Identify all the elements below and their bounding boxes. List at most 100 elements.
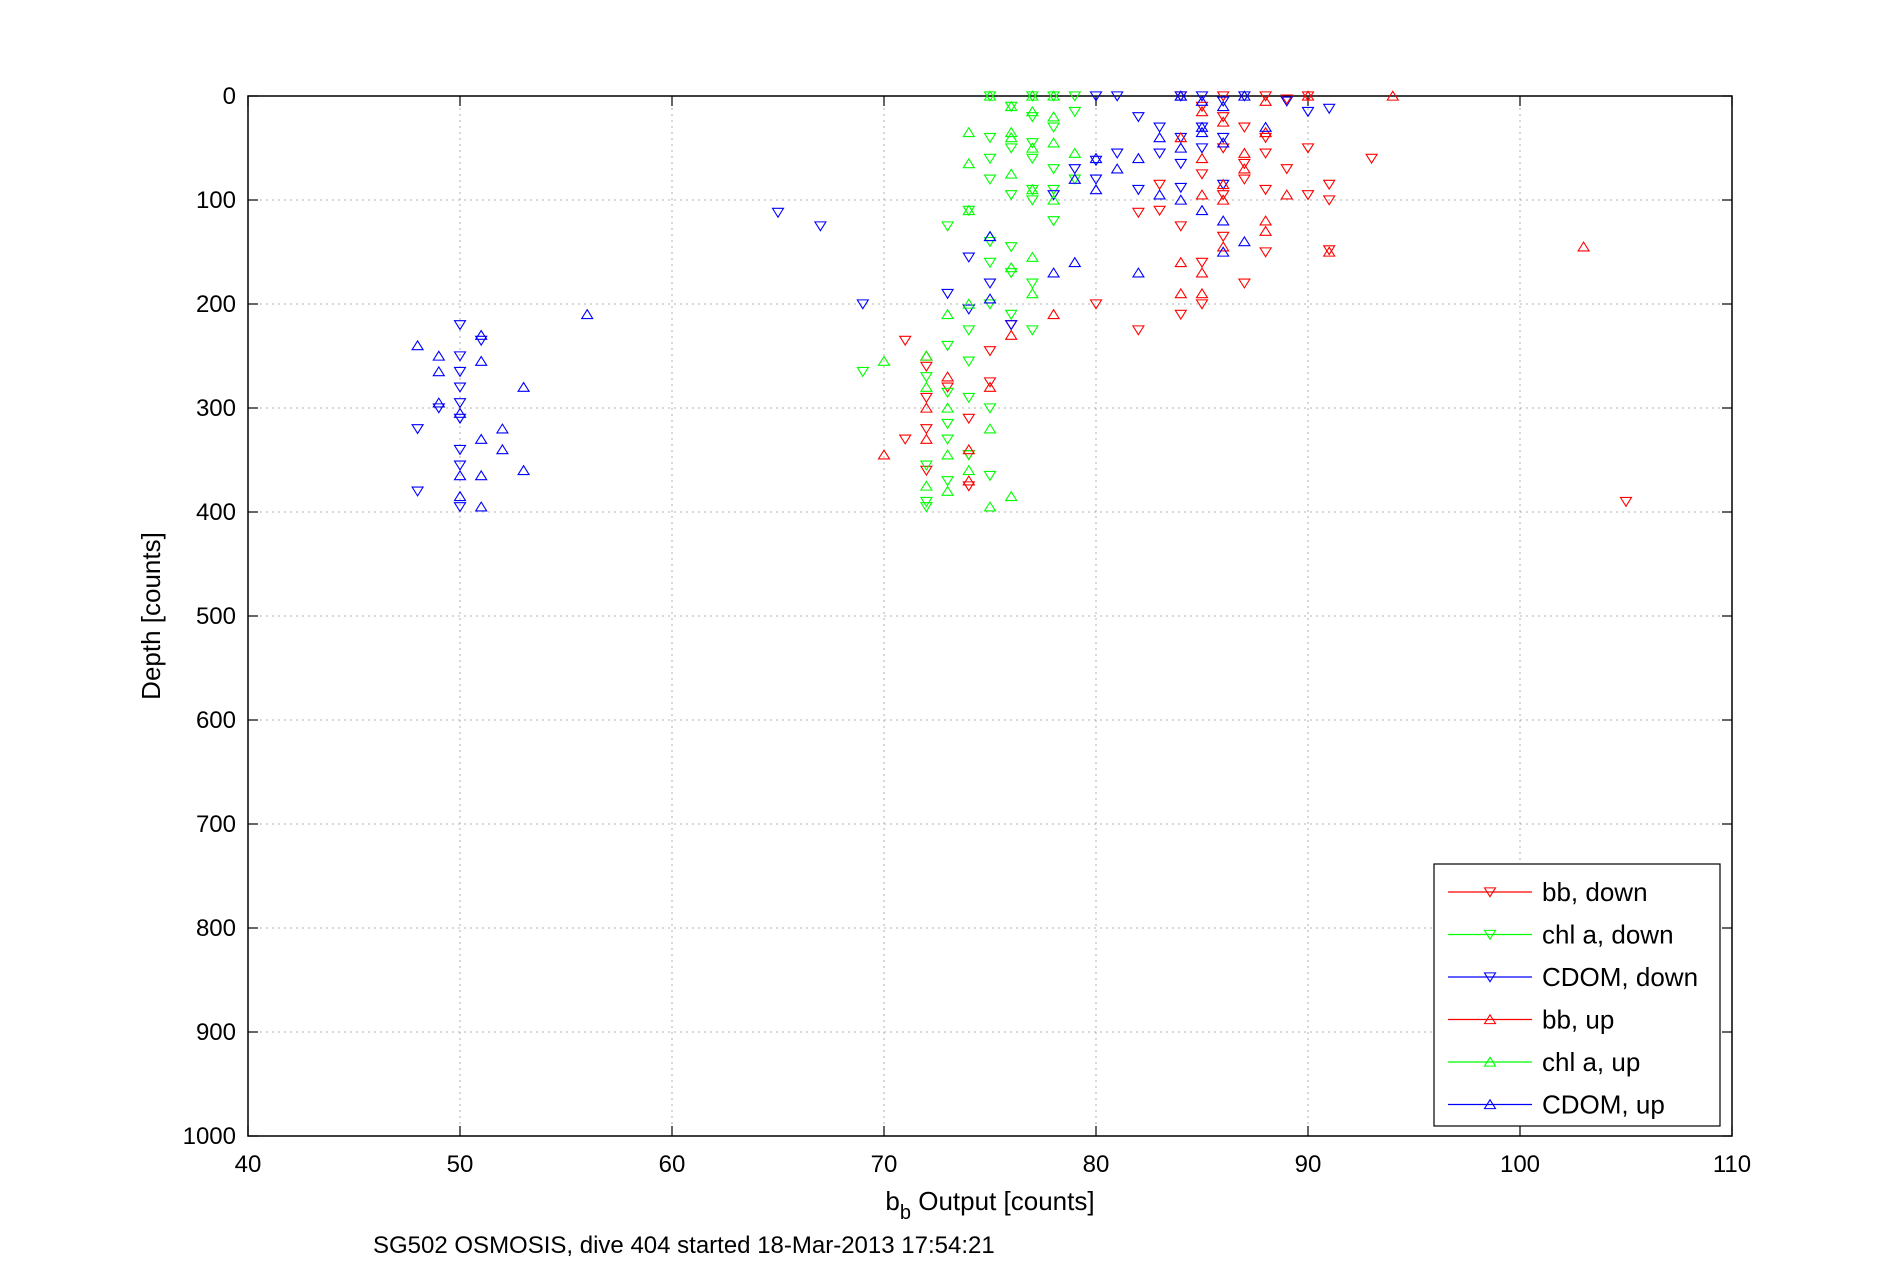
data-point: [1025, 153, 1039, 165]
data-point: [1577, 241, 1591, 252]
legend-item: chl a, up: [1448, 1047, 1640, 1077]
data-point: [1004, 100, 1018, 112]
legend-marker: [1483, 887, 1497, 898]
data-point: [411, 339, 425, 351]
data-point: [1216, 241, 1230, 252]
data-point: [1047, 90, 1061, 101]
data-point: [1365, 153, 1379, 165]
data-point: [1025, 142, 1039, 153]
series-0: [898, 91, 1633, 508]
data-point: [1131, 184, 1145, 196]
data-point: [1216, 194, 1230, 205]
data-point: [517, 381, 531, 392]
legend-label: CDOM, up: [1542, 1090, 1665, 1120]
data-point: [983, 381, 997, 392]
data-point: [1089, 174, 1103, 185]
data-point: [919, 350, 933, 361]
data-point: [856, 299, 870, 310]
data-point: [1259, 126, 1273, 138]
data-point: [1089, 183, 1103, 195]
data-point: [962, 450, 976, 461]
legend-label: chl a, up: [1542, 1047, 1640, 1077]
data-point: [1068, 147, 1082, 158]
data-point: [1004, 131, 1018, 143]
data-point: [1301, 190, 1315, 201]
y-tick-label: 400: [196, 499, 236, 526]
y-tick-label: 0: [223, 83, 236, 110]
data-point: [1259, 215, 1273, 226]
data-point: [474, 469, 488, 481]
data-point: [1025, 278, 1039, 289]
data-point: [919, 460, 933, 471]
data-point: [1131, 325, 1145, 336]
legend-box: [1433, 863, 1721, 1127]
data-point: [1004, 320, 1018, 331]
data-point: [1216, 112, 1230, 123]
x-tick-label: 90: [1295, 1151, 1322, 1178]
data-point: [919, 361, 933, 373]
data-point: [474, 335, 488, 347]
data-point: [1110, 148, 1124, 159]
data-point: [1216, 246, 1230, 257]
data-point: [1089, 299, 1103, 310]
data-point: [1047, 308, 1061, 320]
data-point: [1195, 105, 1209, 117]
data-point: [453, 490, 467, 502]
data-point: [1047, 216, 1061, 227]
x-axis-ticks: 40 50 60 70 80 90 100 110: [235, 96, 1751, 1178]
data-point: [580, 308, 594, 320]
data-point: [962, 298, 976, 309]
data-point: [453, 502, 467, 513]
data-point: [1047, 122, 1061, 133]
data-point: [1322, 179, 1336, 191]
series-4: [877, 90, 1082, 512]
data-point: [1195, 143, 1209, 154]
y-axis-ticks: 0 100 200 300 400 500 600 700 800 900 1000: [183, 83, 1732, 1150]
data-point: [1237, 174, 1251, 185]
data-point: [983, 132, 997, 144]
legend-item: CDOM, down: [1448, 962, 1698, 992]
data-point: [941, 476, 955, 487]
data-point: [1068, 106, 1082, 118]
data-point: [1216, 190, 1230, 201]
data-point: [1110, 91, 1124, 102]
data-point: [941, 340, 955, 352]
data-point: [1131, 112, 1145, 123]
data-point: [983, 293, 997, 304]
data-point: [1004, 143, 1018, 154]
data-point: [453, 460, 467, 471]
data-points: [411, 90, 1633, 513]
data-point: [1131, 267, 1145, 278]
y-tick-label: 600: [196, 707, 236, 734]
data-point: [1025, 105, 1039, 117]
data-point: [1153, 148, 1167, 159]
data-point: [919, 480, 933, 491]
data-point: [453, 351, 467, 362]
x-tick-label: 100: [1500, 1151, 1540, 1178]
data-point: [983, 377, 997, 388]
data-point: [1153, 205, 1167, 217]
data-point: [941, 485, 955, 496]
data-point: [1025, 112, 1039, 123]
data-point: [1068, 91, 1082, 102]
data-point: [453, 413, 467, 425]
data-point: [983, 470, 997, 482]
data-point: [771, 207, 785, 219]
data-point: [1386, 90, 1400, 101]
data-point: [474, 329, 488, 340]
data-point: [983, 230, 997, 242]
data-point: [962, 205, 976, 217]
data-point: [1216, 215, 1230, 226]
data-point: [1216, 91, 1230, 102]
data-point: [1025, 184, 1039, 196]
data-point: [877, 355, 891, 366]
y-tick-label: 700: [196, 811, 236, 838]
data-point: [1301, 90, 1315, 101]
legend-marker: [1483, 1098, 1497, 1110]
data-point: [411, 486, 425, 497]
data-point: [1004, 329, 1018, 340]
data-point: [1216, 231, 1230, 243]
data-point: [1322, 103, 1336, 115]
data-point: [941, 288, 955, 300]
legend-item: bb, up: [1448, 1005, 1614, 1035]
